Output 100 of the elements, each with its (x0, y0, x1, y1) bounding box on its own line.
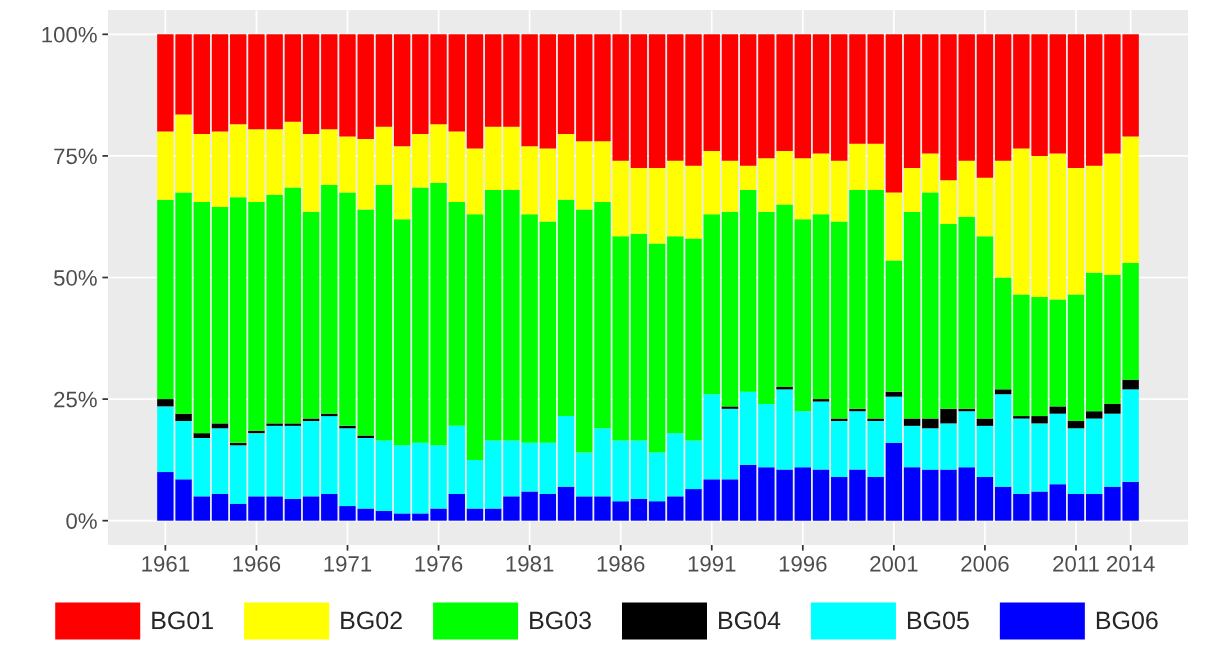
bar (211, 131, 229, 207)
bar (485, 189, 502, 441)
x-tick-label: 2006 (961, 556, 1009, 572)
bar (703, 214, 720, 395)
x-tick-label: 1996 (779, 556, 827, 572)
bar (284, 187, 302, 424)
bar (576, 452, 593, 497)
bar (266, 423, 283, 426)
bar (940, 408, 957, 424)
bar (885, 391, 903, 397)
bar (375, 440, 393, 511)
bar (284, 121, 302, 188)
bar (648, 34, 666, 169)
bar (976, 177, 994, 237)
bar (794, 158, 811, 220)
bar (393, 513, 411, 521)
bar (739, 165, 757, 190)
bar (576, 141, 593, 210)
bar (812, 34, 830, 154)
bar (1049, 484, 1066, 521)
bar (976, 425, 994, 477)
bar (812, 401, 830, 470)
legend-label: BG03 (530, 611, 591, 630)
bar (448, 493, 465, 521)
bar (648, 501, 666, 521)
bar (958, 467, 975, 521)
bar (485, 440, 502, 509)
bar (721, 479, 739, 521)
bar (284, 498, 302, 521)
bar (958, 34, 975, 161)
bar (284, 425, 302, 499)
bar (448, 425, 465, 494)
bar (721, 408, 739, 480)
bar (557, 416, 575, 487)
bar (831, 34, 848, 161)
bar (794, 411, 811, 468)
bar (648, 243, 666, 453)
bar (922, 153, 939, 193)
bar (211, 206, 229, 424)
bar (448, 34, 465, 132)
bar (485, 126, 502, 190)
bar (302, 496, 320, 521)
bar (958, 411, 975, 468)
bar (721, 34, 739, 161)
bar (739, 34, 757, 166)
bar (211, 428, 229, 494)
bar (357, 209, 374, 436)
bar (885, 192, 903, 261)
bar (211, 423, 229, 429)
legend-label: BG01 (152, 611, 213, 630)
bar (1067, 428, 1085, 494)
bar (648, 168, 666, 244)
bar (958, 160, 975, 217)
bar (1086, 34, 1103, 166)
bar (466, 459, 484, 509)
bar (448, 131, 465, 203)
bar (375, 126, 393, 186)
bar (994, 389, 1012, 395)
bar (940, 34, 957, 181)
bar (630, 168, 648, 234)
bar (812, 469, 830, 521)
bar (230, 445, 247, 504)
bar (903, 418, 921, 426)
bar (831, 476, 848, 521)
y-tick-label: 25% (54, 391, 97, 408)
bar (393, 34, 411, 147)
bar (885, 396, 903, 443)
bar (302, 211, 320, 419)
bar (357, 438, 374, 509)
bar (903, 211, 921, 419)
bar (1067, 420, 1085, 429)
bar (357, 34, 374, 139)
bar (739, 464, 757, 521)
bar (193, 496, 210, 521)
bar (1067, 168, 1085, 295)
bar (721, 211, 739, 407)
x-tick-label: 1981 (506, 556, 554, 572)
y-tick-label: 0% (66, 513, 97, 529)
bar (1067, 294, 1085, 421)
bar (903, 168, 921, 212)
bar (393, 146, 411, 220)
bar (794, 467, 811, 521)
bar (1049, 34, 1066, 154)
bar (539, 34, 557, 149)
bar (630, 498, 648, 521)
bar (1049, 413, 1066, 485)
bar (193, 438, 210, 497)
x-tick-label: 1986 (597, 556, 645, 572)
bar (339, 136, 356, 193)
bar (812, 399, 830, 402)
bar (922, 469, 939, 521)
bar (576, 209, 593, 453)
bar (922, 418, 939, 429)
bar (1086, 418, 1103, 494)
bar (831, 160, 848, 222)
bar (831, 221, 848, 419)
bar (1049, 153, 1066, 300)
bar (940, 224, 957, 409)
x-tick-label: 1991 (688, 556, 736, 572)
bar (393, 445, 411, 514)
